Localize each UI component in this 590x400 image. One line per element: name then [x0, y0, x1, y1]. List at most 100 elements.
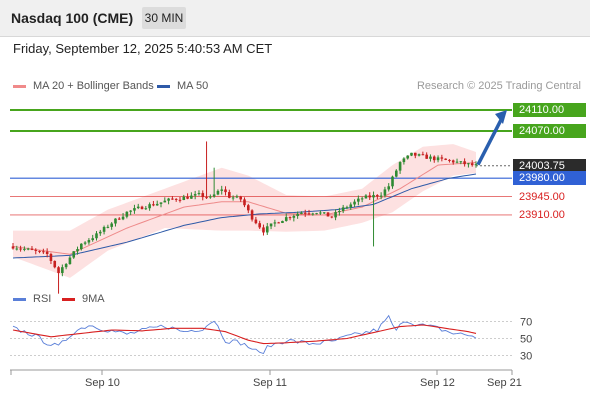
candle-body	[429, 156, 432, 159]
instrument-title: Nasdaq 100 (CME)	[11, 10, 134, 26]
provider-credit: Research © 2025 Trading Central	[416, 80, 581, 92]
candle-body	[117, 218, 121, 220]
candle-body	[360, 198, 364, 200]
rsi-tick-label: 50	[520, 334, 532, 346]
candle-body	[379, 195, 383, 197]
candle-body	[262, 227, 265, 233]
candle-body	[246, 205, 250, 211]
candle-body	[265, 226, 269, 233]
candle-body	[220, 189, 224, 191]
candle-body	[186, 196, 189, 199]
candle-body	[19, 248, 22, 250]
rsi-line	[12, 314, 477, 355]
x-tick-label: Sep 11	[253, 377, 287, 389]
candle-body	[376, 195, 379, 197]
candle-body	[125, 211, 129, 217]
candle-body	[174, 198, 178, 200]
candle-body	[209, 196, 212, 198]
candle-body	[34, 249, 38, 251]
candle-body	[182, 196, 186, 201]
candle-body	[201, 193, 205, 198]
candle-body	[448, 159, 451, 161]
candle-body	[163, 200, 167, 203]
ma50-swatch	[157, 84, 170, 88]
candle-body	[87, 240, 91, 243]
target-price-tag-1: 24110.00	[513, 102, 586, 117]
candle-body	[15, 248, 19, 250]
candle-body	[38, 250, 41, 252]
rsi-9ma-line	[12, 324, 477, 345]
legend-item-9ma: 9MA	[62, 293, 105, 305]
timestamp: Friday, September 12, 2025 5:40:53 AM CE…	[13, 41, 273, 56]
legend-label: 9MA	[82, 293, 105, 305]
candle-body	[95, 233, 98, 239]
candle-body	[326, 212, 330, 217]
projection-arrow-shaft	[476, 117, 504, 166]
candle-body	[444, 158, 447, 160]
candle-body	[387, 186, 391, 190]
legend-item-rsi: RSI	[13, 293, 51, 305]
candle-body	[254, 219, 258, 224]
candle-body	[121, 216, 125, 220]
candle-body	[76, 249, 79, 252]
chart-header: Nasdaq 100 (CME) 30 MIN	[0, 0, 590, 37]
candle-body	[64, 264, 68, 268]
candle-body	[98, 231, 102, 234]
candle-body	[349, 204, 353, 208]
candle-body	[413, 152, 417, 156]
candle-body	[292, 216, 296, 218]
x-tick-label: Sep 10	[85, 377, 120, 389]
rsi-tick-label: 70	[520, 317, 532, 329]
candle-body	[319, 212, 322, 214]
candle-body	[30, 248, 34, 250]
candle-body	[300, 212, 303, 214]
candle-body	[197, 193, 201, 195]
candle-body	[432, 156, 436, 161]
candle-body	[417, 154, 421, 156]
rsi-tick-label: 30	[520, 351, 532, 363]
candle-body	[205, 197, 208, 199]
candle-body	[45, 251, 49, 254]
interval-selector[interactable]: 30 MIN	[142, 7, 186, 29]
legend-label: MA 50	[177, 80, 209, 92]
candle-body	[152, 204, 155, 206]
candle-body	[303, 212, 307, 214]
candle-body	[72, 251, 76, 258]
candle-body	[159, 202, 163, 204]
candle-body	[235, 196, 239, 198]
candle-body	[155, 203, 159, 206]
candle-body	[144, 208, 148, 210]
candle-body	[330, 216, 334, 218]
candle-body	[269, 223, 273, 227]
projection-arrow-layer	[476, 109, 507, 166]
candle-body	[402, 158, 406, 163]
candle-body	[353, 201, 356, 205]
candle-body	[288, 217, 292, 219]
candle-body	[49, 253, 53, 261]
candle-body	[425, 154, 428, 159]
candle-body	[228, 192, 231, 198]
candle-body	[451, 160, 455, 163]
candle-body	[391, 176, 394, 187]
candle-body	[421, 154, 425, 156]
projection-arrow-head	[495, 109, 507, 124]
candle-body	[436, 157, 440, 161]
candle-body	[398, 162, 402, 171]
candle-body	[57, 267, 60, 273]
candle-body	[368, 195, 372, 198]
legend-item-ma20: MA 20 + Bollinger Bands	[13, 80, 154, 92]
candle-body	[136, 206, 140, 209]
candle-body	[91, 238, 94, 241]
candle-body	[216, 190, 220, 195]
candle-body	[334, 212, 337, 218]
ma20-swatch	[13, 84, 26, 88]
candle-body	[140, 206, 144, 210]
candle-body	[357, 198, 360, 202]
candle-body	[372, 195, 375, 198]
candle-body	[42, 251, 45, 253]
candle-body	[410, 152, 413, 156]
candle-body	[243, 199, 246, 206]
candle-body	[250, 210, 254, 220]
candle-body	[338, 211, 341, 213]
candle-body	[231, 197, 235, 199]
